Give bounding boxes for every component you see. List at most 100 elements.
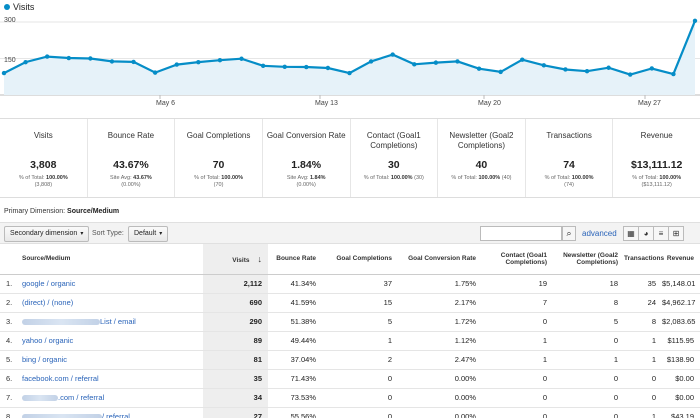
scorecard-value: 1.84% [291, 159, 322, 171]
data-point[interactable] [433, 60, 439, 65]
pie-view-icon[interactable]: ◕ [638, 226, 654, 241]
col-header-source-medium[interactable]: Source/Medium [0, 244, 203, 275]
data-point[interactable] [584, 68, 590, 74]
scorecard-goal-completions[interactable]: Goal Completions 70 % of Total: 100.00%(… [174, 119, 262, 197]
data-point[interactable] [217, 58, 223, 63]
col-header-newsletter[interactable]: Newsletter (Goal2 Completions) [553, 244, 624, 275]
scorecard-sub: % of Total: 100.00% (40) [451, 175, 512, 181]
data-point[interactable] [563, 67, 568, 72]
data-point[interactable] [498, 69, 503, 75]
row-index: 7. [6, 393, 13, 402]
source-medium-link[interactable]: / referral [102, 412, 130, 418]
scorecard-goal-conversion-rate[interactable]: Goal Conversion Rate 1.84% Site Avg: 1.8… [261, 119, 350, 197]
primary-dimension-value[interactable]: Source/Medium [67, 208, 120, 215]
data-point[interactable] [239, 56, 244, 61]
data-point[interactable] [390, 52, 395, 57]
contact-cell: 19 [482, 274, 553, 294]
data-point[interactable] [260, 63, 266, 68]
source-medium-link[interactable]: bing / organic [22, 355, 68, 364]
source-medium-link[interactable]: List / email [100, 317, 136, 326]
scorecard-newsletter[interactable]: Newsletter (Goal2 Completions) 40 % of T… [437, 119, 525, 197]
bounce-rate-cell: 49.44% [268, 331, 322, 351]
data-point[interactable] [1, 70, 7, 76]
col-header-contact[interactable]: Contact (Goal1 Completions) [482, 244, 553, 275]
revenue-cell: $0.00 [662, 388, 700, 408]
table-header-row: Source/Medium Visits ↓ Bounce Rate Goal C… [0, 244, 700, 275]
data-point[interactable] [23, 59, 28, 65]
data-point[interactable] [671, 71, 676, 77]
data-point[interactable] [196, 59, 201, 65]
scorecard-sub: % of Total: 100.00% (70) [194, 175, 243, 188]
contact-cell: 0 [482, 407, 553, 418]
data-point[interactable] [109, 59, 115, 64]
visits-cell: 81 [203, 350, 268, 370]
data-point[interactable] [282, 64, 287, 69]
goal-conversion-rate-cell: 1.75% [398, 274, 482, 294]
source-medium-link[interactable]: (direct) / (none) [22, 298, 74, 307]
visits-cell: 690 [203, 293, 268, 313]
col-header-bounce-rate[interactable]: Bounce Rate [268, 244, 322, 275]
data-point[interactable] [412, 62, 417, 67]
data-point[interactable] [88, 56, 93, 61]
data-point[interactable] [520, 57, 525, 62]
data-point[interactable] [692, 18, 698, 23]
chart-legend[interactable]: Visits [4, 2, 34, 12]
sort-type-dropdown[interactable]: Default ▾ [128, 226, 169, 242]
advanced-filter-link[interactable]: advanced [582, 229, 617, 238]
data-point[interactable] [66, 55, 71, 61]
data-point[interactable] [131, 59, 136, 65]
scorecard-visits[interactable]: Visits 3,808 % of Total: 100.00% (3,808) [0, 119, 87, 197]
source-medium-link[interactable]: yahoo / organic [22, 336, 74, 345]
bar-view-icon[interactable]: ≡ [653, 226, 669, 241]
sort-arrow-icon: ↓ [257, 253, 263, 264]
data-point[interactable] [304, 64, 309, 70]
source-medium-link[interactable]: facebook.com / referral [22, 374, 99, 383]
data-point[interactable] [455, 59, 460, 64]
source-medium-link[interactable]: .com / referral [58, 393, 105, 402]
col-header-visits[interactable]: Visits ↓ [203, 244, 268, 275]
search-icon[interactable]: ⌕ [562, 226, 576, 241]
pivot-view-icon[interactable]: ⊞ [668, 226, 684, 241]
scorecard-revenue[interactable]: Revenue $13,111.12 % of Total: 100.00% ($… [612, 119, 700, 197]
scorecard-bounce-rate[interactable]: Bounce Rate 43.67% Site Avg: 43.67% (0.00… [86, 119, 175, 197]
scorecard-contact[interactable]: Contact (Goal1 Completions) 30 % of Tota… [349, 119, 438, 197]
scorecard-transactions[interactable]: Transactions 74 % of Total: 100.00% (74) [524, 119, 613, 197]
scorecard-title: Newsletter (Goal2 Completions) [449, 131, 514, 150]
secondary-dimension-dropdown[interactable]: Secondary dimension ▾ [4, 226, 90, 242]
view-switcher: ▦ ◕ ≡ ⊞ [623, 226, 684, 241]
source-medium-cell: 2. (direct) / (none) [0, 293, 203, 313]
data-point[interactable] [649, 66, 655, 71]
data-point[interactable] [325, 65, 331, 71]
data-point[interactable] [606, 65, 611, 70]
bounce-rate-cell: 55.56% [268, 407, 322, 418]
data-point[interactable] [628, 72, 633, 77]
data-point[interactable] [347, 70, 352, 76]
revenue-cell: $0.00 [662, 369, 700, 389]
col-header-goal-conversion-rate[interactable]: Goal Conversion Rate [398, 244, 482, 275]
data-point[interactable] [368, 59, 374, 64]
scorecard-value: 40 [475, 159, 488, 171]
table-search-input[interactable] [480, 226, 562, 241]
table-view-icon[interactable]: ▦ [623, 226, 639, 241]
goal-conversion-rate-cell: 0.00% [398, 369, 482, 389]
sort-type-label: Sort Type: [92, 230, 124, 237]
col-header-goal-completions[interactable]: Goal Completions [322, 244, 398, 275]
redacted-source [22, 414, 102, 418]
data-point[interactable] [174, 62, 179, 67]
x-tick-label: May 27 [638, 100, 661, 107]
data-point[interactable] [476, 66, 482, 71]
col-header-revenue[interactable]: Revenue [662, 244, 700, 275]
goal-completions-cell: 2 [322, 350, 398, 370]
row-index: 3. [6, 317, 13, 326]
row-index: 8. [6, 412, 13, 418]
visits-cell: 89 [203, 331, 268, 351]
redacted-source [22, 319, 100, 326]
source-medium-link[interactable]: google / organic [22, 279, 76, 288]
chevron-down-icon: ▾ [159, 231, 163, 237]
data-point[interactable] [152, 70, 158, 75]
col-header-transactions[interactable]: Transactions [624, 244, 664, 275]
data-point[interactable] [44, 54, 50, 59]
scorecard-title: Goal Conversion Rate [266, 131, 346, 140]
source-medium-cell: 6. facebook.com / referral [0, 369, 203, 389]
data-point[interactable] [541, 63, 547, 68]
